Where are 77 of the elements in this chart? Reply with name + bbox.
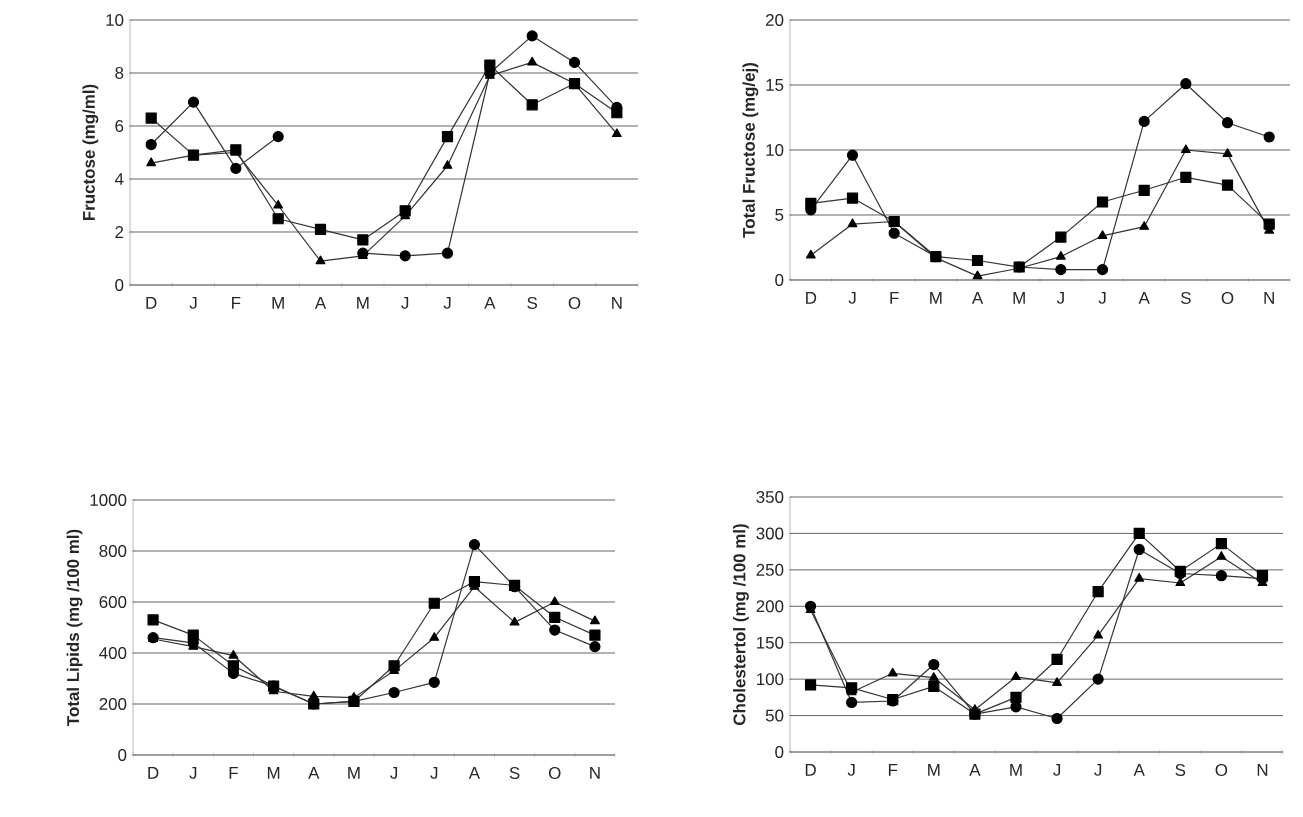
x-tick-label: D xyxy=(146,297,157,309)
y-tick-label: 0 xyxy=(115,278,124,291)
y-tick-label: 0 xyxy=(118,749,127,761)
y-tick-label: 10 xyxy=(766,143,784,156)
x-tick-label: J xyxy=(1094,764,1102,776)
x-tick-label: N xyxy=(1264,292,1274,304)
x-tick-label: M xyxy=(348,767,360,779)
x-tick-label: J xyxy=(189,297,197,309)
y-tick-label: 5 xyxy=(775,209,784,221)
x-tick-label: M xyxy=(930,292,942,304)
x-tick-label: F xyxy=(890,292,899,304)
x-tick-label: D xyxy=(148,767,159,779)
x-tick-label: A xyxy=(484,297,496,309)
y-tick-label: 600 xyxy=(99,596,127,608)
x-tick-label: S xyxy=(509,767,520,780)
x-tick-label: M xyxy=(267,767,280,779)
y-tick-label: 300 xyxy=(756,527,784,540)
y-tick-label: 200 xyxy=(756,600,784,613)
x-tick-label: D xyxy=(805,764,816,776)
x-tick-label: O xyxy=(1221,292,1234,305)
x-tick-label: F xyxy=(888,764,898,776)
x-tick-label: N xyxy=(1257,764,1268,776)
x-tick-label: J xyxy=(847,764,855,776)
y-axis-title: Total Fructose (mg/ej) xyxy=(742,63,759,238)
x-tick-label: J xyxy=(1098,292,1106,304)
y-tick-label: 150 xyxy=(757,636,784,649)
x-tick-label: O xyxy=(1215,764,1228,777)
x-tick-label: A xyxy=(971,292,984,304)
x-tick-label: A xyxy=(969,764,981,776)
y-tick-label: 0 xyxy=(775,273,784,286)
y-tick-label: 400 xyxy=(99,647,127,659)
y-tick-label: 6 xyxy=(115,119,124,132)
x-tick-label: J xyxy=(443,297,451,309)
x-tick-label: J xyxy=(189,767,197,779)
y-tick-label: 4 xyxy=(114,173,124,185)
y-tick-label: 15 xyxy=(766,79,784,91)
y-tick-label: 2 xyxy=(115,226,124,238)
x-tick-label: M xyxy=(357,297,369,309)
x-tick-label: S xyxy=(1180,292,1191,305)
y-tick-label: 10 xyxy=(106,13,124,26)
y-tick-label: 350 xyxy=(756,491,784,503)
x-tick-label: A xyxy=(1138,292,1150,304)
x-tick-label: J xyxy=(1056,292,1064,304)
x-tick-label: M xyxy=(272,297,284,309)
y-tick-label: 100 xyxy=(757,673,784,686)
x-tick-label: N xyxy=(590,767,600,779)
x-tick-label: M xyxy=(1013,292,1025,304)
y-axis-title: Fructose (mg/ml) xyxy=(82,84,99,221)
x-tick-label: A xyxy=(308,767,320,779)
y-tick-label: 800 xyxy=(99,545,127,557)
y-axis-title: Cholestertol (mg /100 ml) xyxy=(733,524,749,725)
y-tick-label: 200 xyxy=(99,698,127,710)
y-tick-label: 1000 xyxy=(90,494,127,506)
x-tick-label: F xyxy=(232,297,241,309)
x-tick-label: N xyxy=(612,297,622,309)
y-tick-label: 0 xyxy=(775,746,784,758)
x-tick-label: J xyxy=(430,767,438,779)
x-tick-label: A xyxy=(314,297,327,309)
x-tick-label: J xyxy=(401,297,409,309)
x-tick-label: J xyxy=(1053,764,1061,776)
x-tick-label: S xyxy=(527,297,538,310)
x-tick-label: D xyxy=(806,292,817,304)
x-tick-label: A xyxy=(468,767,481,779)
x-tick-label: F xyxy=(229,767,238,779)
x-tick-label: J xyxy=(390,767,398,779)
y-axis-title: Total Lipids (mg /100 ml) xyxy=(66,529,83,726)
y-tick-label: 50 xyxy=(765,709,784,722)
x-tick-label: A xyxy=(1133,764,1145,776)
y-tick-label: 250 xyxy=(756,563,784,576)
y-tick-label: 8 xyxy=(115,66,124,79)
x-tick-label: O xyxy=(548,767,561,780)
x-tick-label: M xyxy=(928,764,940,776)
x-tick-label: S xyxy=(1175,764,1186,777)
x-tick-label: M xyxy=(1010,764,1022,776)
y-tick-label: 20 xyxy=(766,13,784,26)
x-tick-label: J xyxy=(848,292,856,304)
x-tick-label: O xyxy=(568,297,581,310)
